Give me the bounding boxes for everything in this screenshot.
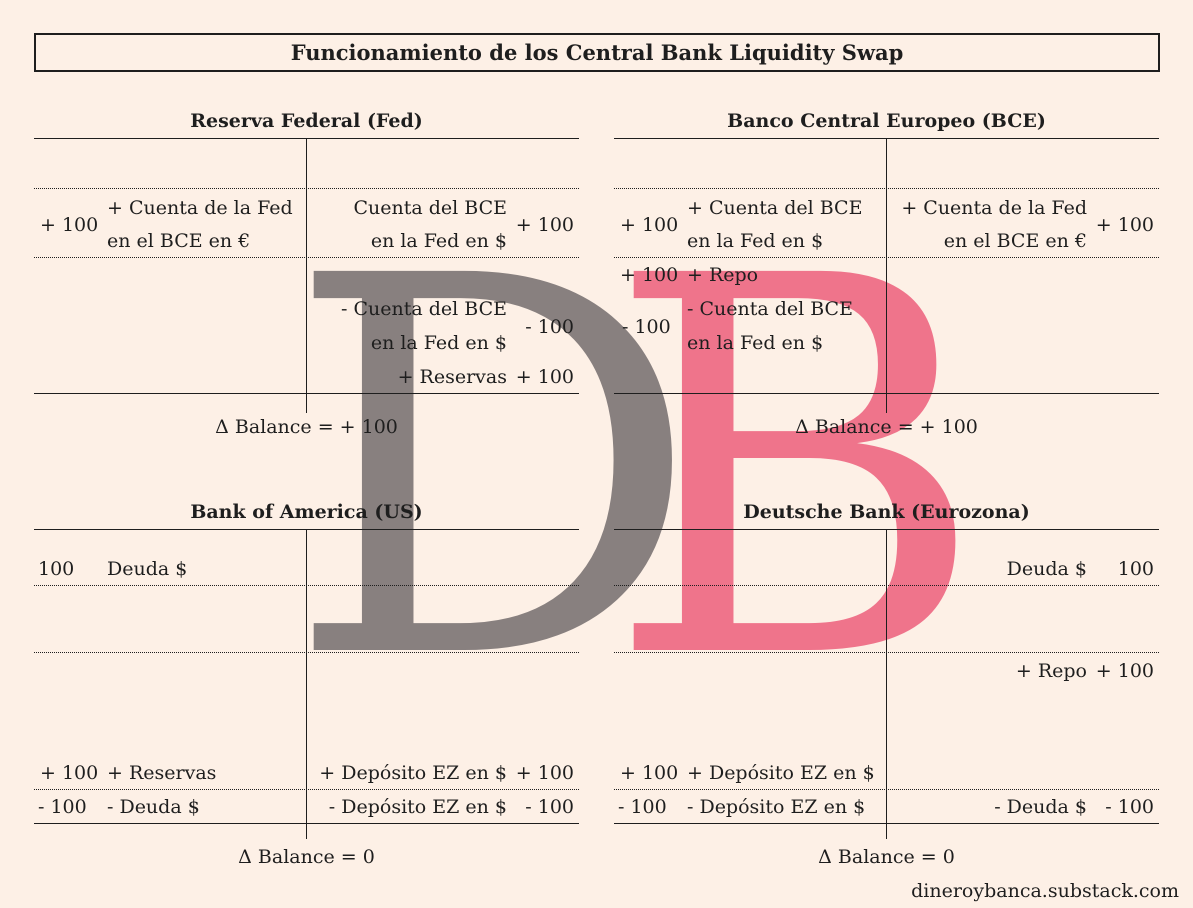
boa-bottom-line (34, 823, 579, 824)
db-divider (886, 529, 887, 839)
db-row4-asset: - Depósito EZ en $ (687, 796, 866, 818)
boa-row1-asset: Deuda $ (107, 558, 188, 580)
db-dotted-line (614, 789, 1159, 790)
boa-dotted-line (34, 652, 579, 653)
db-row1-amount-right: 100 (1117, 558, 1154, 580)
boa-title: Bank of America (US) (190, 501, 423, 523)
ecb-row1-liab-line2: en el BCE en € (943, 230, 1087, 252)
ecb-row2-amount-left: + 100 (620, 264, 679, 286)
fed-dotted-line (34, 188, 579, 189)
db-row1-liab: Deuda $ (1006, 558, 1087, 580)
ecb-balance-sheet: Banco Central Europeo (BCE) + 100 + Cuen… (614, 110, 1159, 450)
db-row4-amount-right: - 100 (1105, 796, 1154, 818)
fed-row1-liab-line2: en la Fed en $ (370, 230, 507, 252)
ecb-title: Banco Central Europeo (BCE) (727, 110, 1046, 132)
ecb-row1-asset-line1: + Cuenta del BCE (687, 197, 863, 219)
fed-row1-asset-line2: en el BCE en € (107, 230, 251, 252)
db-balance-sheet: Deutsche Bank (Eurozona) Deuda $ 100 + R… (614, 501, 1159, 881)
boa-row3-asset: - Deuda $ (107, 796, 200, 818)
boa-dotted-line (34, 789, 579, 790)
fed-row2-liab-line1: - Cuenta del BCE (341, 298, 507, 320)
ecb-row1-amount-right: + 100 (1095, 214, 1154, 236)
fed-row3-amount-right: + 100 (515, 366, 574, 388)
ecb-row3-asset-line1: - Cuenta del BCE (687, 298, 853, 320)
ecb-row1-asset-line2: en la Fed en $ (687, 230, 824, 252)
fed-row1-liab-line1: Cuenta del BCE (353, 197, 507, 219)
db-row3-amount-left: + 100 (620, 762, 679, 784)
fed-row3-liab: + Reservas (397, 366, 507, 388)
ecb-dotted-line (614, 188, 1159, 189)
boa-row3-amount-right: - 100 (525, 796, 574, 818)
db-dotted-line (614, 585, 1159, 586)
fed-row1-amount-left: + 100 (40, 214, 99, 236)
ecb-balance-change: Δ Balance = + 100 (795, 416, 978, 438)
ecb-row1-amount-left: + 100 (620, 214, 679, 236)
boa-dotted-line (34, 585, 579, 586)
ecb-bottom-line (614, 393, 1159, 394)
diagram-title: Funcionamiento de los Central Bank Liqui… (34, 33, 1160, 72)
ecb-dotted-line (614, 257, 1159, 258)
boa-row1-amount-left: 100 (38, 558, 75, 580)
boa-row2-asset: + Reservas (107, 762, 217, 784)
db-bottom-line (614, 823, 1159, 824)
footer-source: dineroybanca.substack.com (911, 880, 1179, 902)
db-row3-asset: + Depósito EZ en $ (687, 762, 875, 784)
boa-balance-change: Δ Balance = 0 (238, 846, 375, 868)
fed-row2-amount-right: - 100 (525, 316, 574, 338)
fed-dotted-line (34, 257, 579, 258)
fed-balance-sheet: Reserva Federal (Fed) + 100 + Cuenta de … (34, 110, 579, 450)
fed-row2-liab-line2: en la Fed en $ (370, 332, 507, 354)
ecb-divider (886, 138, 887, 413)
fed-balance-change: Δ Balance = + 100 (215, 416, 398, 438)
db-balance-change: Δ Balance = 0 (818, 846, 955, 868)
fed-bottom-line (34, 393, 579, 394)
fed-row1-amount-right: + 100 (515, 214, 574, 236)
boa-balance-sheet: Bank of America (US) 100 Deuda $ + 100 +… (34, 501, 579, 881)
ecb-row2-asset: + Repo (687, 264, 759, 286)
db-row2-amount-right: + 100 (1095, 660, 1154, 682)
fed-divider (306, 138, 307, 413)
ecb-row1-liab-line1: + Cuenta de la Fed (901, 197, 1087, 219)
fed-row1-asset-line1: + Cuenta de la Fed (107, 197, 293, 219)
boa-row2-liab: + Depósito EZ en $ (319, 762, 507, 784)
db-row4-amount-left: - 100 (618, 796, 667, 818)
boa-row2-amount-left: + 100 (40, 762, 99, 784)
ecb-row3-amount-left: - 100 (622, 316, 671, 338)
boa-divider (306, 529, 307, 839)
boa-row3-liab: - Depósito EZ en $ (328, 796, 507, 818)
db-title: Deutsche Bank (Eurozona) (743, 501, 1030, 523)
db-dotted-line (614, 652, 1159, 653)
fed-title: Reserva Federal (Fed) (190, 110, 423, 132)
db-row4-liab: - Deuda $ (994, 796, 1087, 818)
boa-row3-amount-left: - 100 (38, 796, 87, 818)
db-row2-liab: + Repo (1015, 660, 1087, 682)
ecb-row3-asset-line2: en la Fed en $ (687, 332, 824, 354)
boa-row2-amount-right: + 100 (515, 762, 574, 784)
